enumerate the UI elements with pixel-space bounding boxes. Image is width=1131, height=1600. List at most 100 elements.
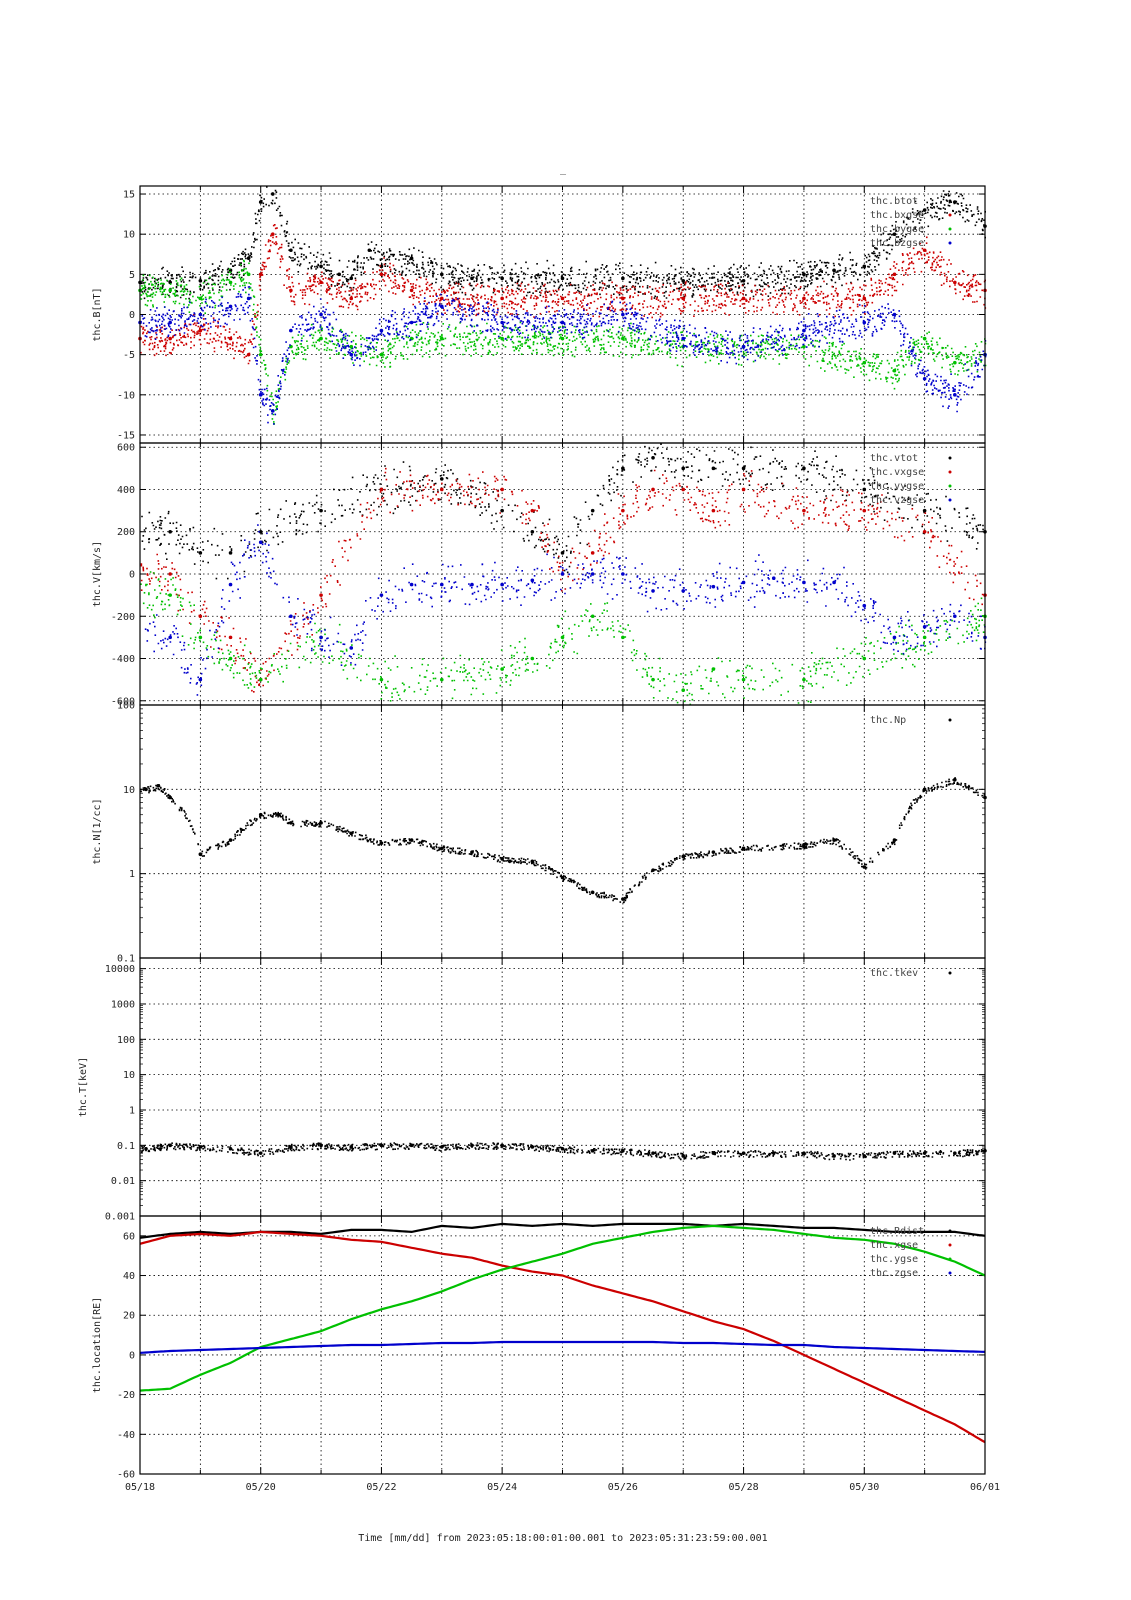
data-point	[270, 192, 275, 196]
legend-entry: thc.vygse	[870, 481, 924, 492]
data-point	[289, 328, 293, 333]
data-point	[439, 487, 444, 492]
data-point	[681, 466, 686, 471]
data-point	[651, 455, 655, 460]
ytick-label: 10000	[105, 964, 135, 975]
x-axis-label: Time [mm/dd] from 2023:05:18:00:01:00.00…	[358, 1533, 767, 1544]
data-point	[681, 854, 686, 859]
ytick-label: 400	[117, 485, 135, 496]
data-point	[832, 838, 836, 842]
data-point	[319, 821, 323, 825]
legend-marker	[948, 456, 952, 460]
data-point	[198, 296, 203, 301]
series-line-thc-Rdist	[139, 1222, 986, 1239]
data-point	[470, 850, 474, 854]
data-point	[922, 1151, 927, 1155]
data-point	[156, 784, 160, 788]
data-point	[258, 352, 263, 357]
data-point	[802, 677, 806, 682]
ytick-label: 600	[117, 443, 135, 454]
legend-entry: thc.vtot	[870, 453, 918, 464]
data-point	[560, 572, 565, 576]
data-point	[270, 409, 275, 413]
data-point	[802, 328, 806, 333]
data-point	[711, 508, 716, 513]
data-point	[560, 336, 565, 341]
data-point	[681, 487, 686, 492]
data-point	[319, 635, 323, 640]
data-point	[500, 320, 504, 325]
data-point	[246, 296, 251, 301]
data-point	[560, 875, 565, 880]
legend-entry: thc.Rdist	[870, 1226, 924, 1237]
ytick-label: -20	[117, 1390, 135, 1401]
y-axis-label: thc.T[keV]	[78, 1057, 89, 1117]
data-point	[258, 1151, 263, 1155]
ytick-label: 15	[123, 190, 135, 201]
data-point	[802, 466, 806, 471]
data-point	[922, 376, 927, 381]
legend-entry: thc.vxgse	[870, 467, 924, 478]
data-point	[379, 328, 384, 333]
data-point	[168, 593, 172, 597]
panel-1-data	[138, 186, 987, 425]
legend-entry: thc.bxgse	[870, 210, 924, 221]
data-point	[228, 304, 233, 309]
data-point	[367, 248, 372, 253]
ytick-label: 0.001	[105, 1212, 135, 1223]
data-point	[470, 582, 474, 587]
xtick-label: 05/28	[729, 1482, 759, 1493]
data-point	[379, 352, 384, 357]
figure-title: _	[560, 164, 567, 175]
data-point	[892, 635, 897, 640]
data-point	[802, 344, 806, 349]
ytick-label: 100	[117, 1035, 135, 1046]
data-point	[621, 276, 625, 281]
data-point	[953, 280, 957, 285]
data-point	[741, 344, 746, 349]
ytick-label: 0	[129, 1350, 135, 1361]
data-point	[560, 320, 565, 325]
panels: -15-10-5051015thc.B[nT]thc.btotthc.bxgse…	[78, 185, 987, 1481]
data-point	[168, 572, 172, 576]
series-points-thc-vtot	[141, 443, 984, 580]
ytick-label: -10	[117, 390, 135, 401]
data-point	[741, 677, 746, 682]
data-point	[379, 677, 384, 682]
y-axis-label: thc.B[nT]	[92, 287, 103, 341]
panel-4-data	[140, 1142, 987, 1161]
xtick-label: 06/01	[970, 1482, 1000, 1493]
data-point	[892, 232, 897, 236]
y-axis-label: thc.V[km/s]	[92, 541, 103, 607]
data-point	[500, 296, 504, 301]
series-points-thc-vzgse	[144, 524, 987, 696]
data-point	[922, 508, 927, 513]
data-point	[144, 787, 148, 792]
data-point	[349, 352, 354, 357]
data-point	[168, 280, 172, 285]
data-point	[439, 846, 444, 851]
ytick-label: -60	[117, 1470, 135, 1481]
legend-marker	[948, 227, 952, 231]
xtick-label: 05/18	[125, 1482, 155, 1493]
data-point	[711, 584, 716, 589]
ytick-label: 1	[129, 869, 135, 880]
data-point	[621, 312, 625, 317]
data-point	[289, 614, 293, 619]
data-point	[379, 593, 384, 597]
legend-marker	[948, 241, 952, 245]
data-point	[953, 360, 957, 365]
data-point	[590, 551, 595, 555]
data-point	[621, 1148, 625, 1153]
data-point	[953, 614, 957, 619]
legend-entry: thc.bzgse	[870, 238, 924, 249]
legend-marker	[948, 199, 952, 203]
panel-3-data	[140, 777, 987, 904]
data-point	[560, 296, 565, 301]
data-point	[530, 508, 535, 513]
data-point	[198, 635, 203, 640]
data-point	[439, 336, 444, 341]
legend-marker	[948, 1229, 952, 1233]
data-point	[319, 264, 323, 269]
